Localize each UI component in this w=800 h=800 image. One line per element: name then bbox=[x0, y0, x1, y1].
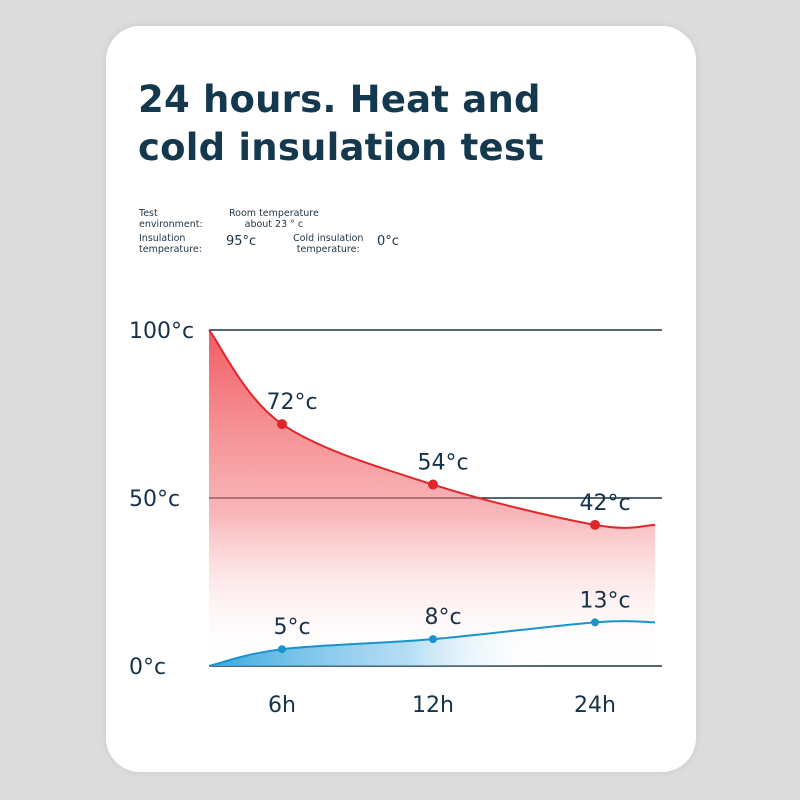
env-value-line1: Room temperature bbox=[229, 208, 319, 219]
x-tick-label: 12h bbox=[412, 693, 454, 718]
insulation-label-line1: Insulation bbox=[139, 233, 186, 244]
cold-data-label: 5°c bbox=[273, 615, 310, 640]
cold-label-line1: Cold insulation bbox=[293, 233, 364, 244]
insulation-value: 95°c bbox=[226, 234, 257, 249]
cold-data-label: 13°c bbox=[579, 588, 630, 613]
hot-data-point bbox=[428, 479, 438, 490]
env-value: Room temperature about 23 ° c bbox=[229, 208, 319, 230]
hot-data-point bbox=[277, 419, 287, 430]
cold-series-area bbox=[209, 621, 655, 666]
y-tick-label: 0°c bbox=[129, 655, 166, 680]
cold-value: 0°c bbox=[377, 234, 399, 249]
hot-data-label: 42°c bbox=[579, 491, 630, 516]
hot-data-label: 72°c bbox=[266, 390, 317, 415]
y-tick-label: 100°c bbox=[129, 319, 194, 344]
insulation-label-line2: temperature: bbox=[139, 244, 202, 255]
insulation-label: Insulation temperature: bbox=[139, 233, 202, 255]
y-tick-label: 50°c bbox=[129, 487, 180, 512]
env-label-line2: environment: bbox=[139, 219, 203, 230]
title-line-2: cold insulation test bbox=[138, 126, 544, 169]
cold-data-label: 8°c bbox=[424, 605, 461, 630]
cold-label: Cold insulation temperature: bbox=[293, 233, 363, 255]
env-label: Test environment: bbox=[139, 208, 203, 230]
title-line-1: 24 hours. Heat and bbox=[138, 78, 541, 121]
cold-label-line2: temperature: bbox=[296, 244, 360, 255]
x-tick-label: 6h bbox=[268, 693, 296, 718]
hot-data-point bbox=[590, 519, 600, 530]
cold-data-point bbox=[429, 635, 437, 644]
cold-data-point bbox=[591, 618, 599, 627]
env-value-line2: about 23 ° c bbox=[244, 219, 304, 230]
env-label-line1: Test bbox=[139, 208, 158, 219]
hot-series-area bbox=[209, 330, 655, 666]
x-tick-label: 24h bbox=[574, 693, 616, 718]
cold-data-point bbox=[278, 645, 286, 654]
hot-data-label: 54°c bbox=[417, 451, 468, 476]
page-title: 24 hours. Heat and cold insulation test bbox=[138, 76, 658, 172]
